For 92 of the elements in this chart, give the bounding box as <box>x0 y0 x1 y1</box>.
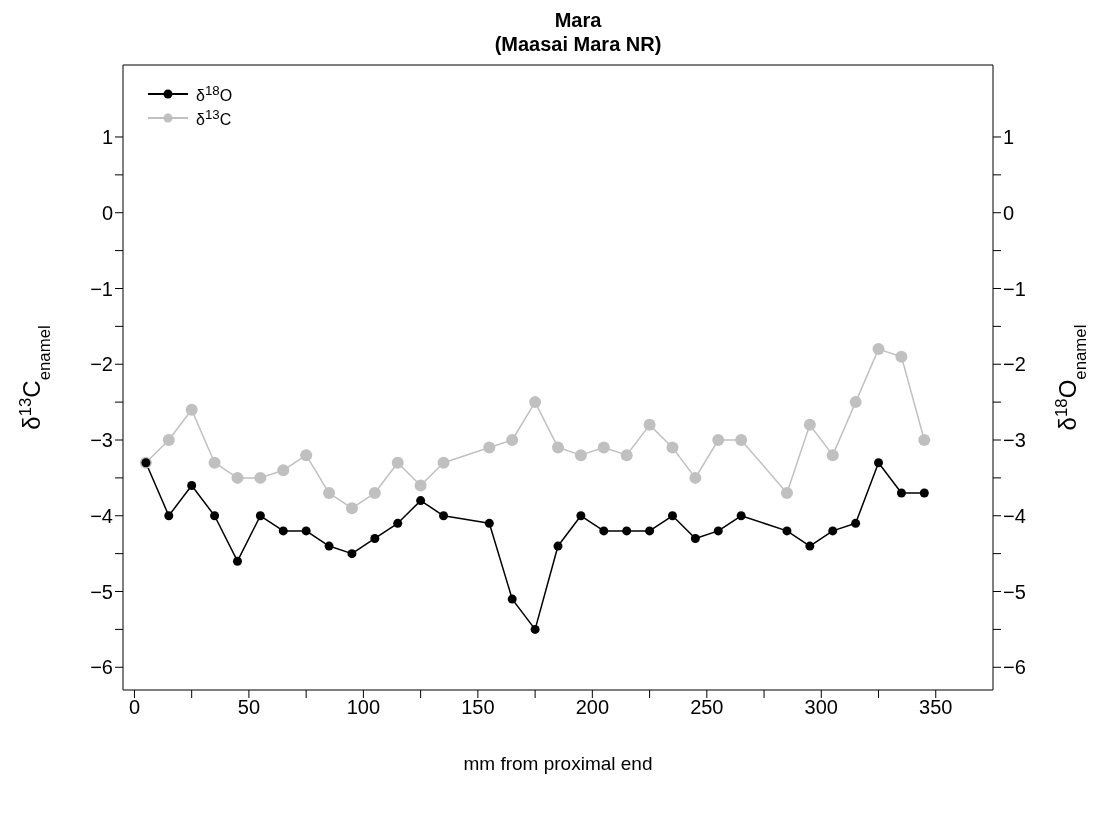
point <box>185 403 198 416</box>
y2-tick-label: −2 <box>1003 353 1026 376</box>
point <box>368 487 381 500</box>
point <box>782 526 792 536</box>
y-tick-label: −1 <box>90 277 113 300</box>
point <box>599 526 609 536</box>
x-tick-label: 150 <box>461 696 495 719</box>
point <box>736 511 746 521</box>
point <box>162 434 175 446</box>
x-tick-label: 50 <box>237 696 261 719</box>
point <box>643 418 656 431</box>
point <box>690 533 700 543</box>
y2-tick-label: 0 <box>1003 201 1015 224</box>
point <box>278 526 288 536</box>
y-tick-label: −6 <box>90 656 113 679</box>
point <box>826 449 839 462</box>
y2-tick-label: −1 <box>1003 277 1026 300</box>
legend-label: δ$^{18}$O <box>196 82 233 106</box>
y2-tick-label: −3 <box>1003 429 1026 452</box>
point <box>300 449 313 462</box>
x-axis-title: mm from proximal end <box>463 753 653 774</box>
point <box>414 479 427 492</box>
point <box>576 511 586 521</box>
point <box>437 456 450 469</box>
point <box>896 488 906 498</box>
point <box>735 434 748 446</box>
point <box>552 441 564 454</box>
point <box>918 434 931 446</box>
y2-tick-label: −6 <box>1003 656 1026 679</box>
y-tick-label: 0 <box>101 201 113 224</box>
point <box>849 396 862 409</box>
point <box>622 526 632 536</box>
point <box>507 594 517 604</box>
point <box>484 518 494 528</box>
x-tick-label: 250 <box>690 696 724 719</box>
point <box>872 343 885 356</box>
point <box>345 502 358 515</box>
point <box>803 418 816 431</box>
point <box>506 434 519 446</box>
x-tick-label: 0 <box>128 696 141 719</box>
y-tick-label: −3 <box>90 429 113 452</box>
point <box>667 511 677 521</box>
point <box>597 441 610 454</box>
point <box>553 541 563 551</box>
y-tick-label: 1 <box>101 126 113 149</box>
y2-tick-label: −4 <box>1003 504 1026 527</box>
y-tick-label: −2 <box>90 353 113 376</box>
point <box>713 526 723 536</box>
y-tick-label: −4 <box>90 504 113 527</box>
chart-title: Mara (Maasai Mara NR) <box>493 8 663 56</box>
x-tick-label: 200 <box>575 696 610 719</box>
point <box>666 441 679 454</box>
x-tick-label: 100 <box>346 696 381 719</box>
legend-label: δ$^{13}$C <box>196 106 232 130</box>
point <box>254 471 267 484</box>
point <box>255 511 265 521</box>
point <box>164 511 174 521</box>
point <box>874 458 884 468</box>
point <box>187 480 197 490</box>
point <box>780 487 793 500</box>
point <box>210 511 220 521</box>
y2-tick-label: 1 <box>1003 126 1015 149</box>
point <box>231 471 244 484</box>
point <box>620 449 633 462</box>
x-tick-label: 350 <box>919 696 953 719</box>
point <box>232 556 242 566</box>
point <box>689 471 702 484</box>
point <box>370 533 380 543</box>
point <box>851 518 861 528</box>
point <box>324 541 334 551</box>
point <box>828 526 838 536</box>
point <box>712 434 725 446</box>
point <box>805 541 815 551</box>
point <box>301 526 311 536</box>
point <box>439 511 449 521</box>
point <box>645 526 655 536</box>
point <box>529 396 542 409</box>
point <box>277 464 290 477</box>
point <box>483 441 496 454</box>
point <box>393 518 403 528</box>
y-tick-label: −5 <box>90 580 113 603</box>
point <box>208 456 221 469</box>
y2-tick-label: −5 <box>1003 580 1026 603</box>
x-tick-label: 300 <box>804 696 838 719</box>
point <box>416 496 426 506</box>
point <box>530 624 540 634</box>
point <box>574 449 587 462</box>
point <box>347 549 357 559</box>
point <box>895 350 908 363</box>
point <box>323 487 336 500</box>
point <box>391 456 404 469</box>
point <box>919 488 929 498</box>
